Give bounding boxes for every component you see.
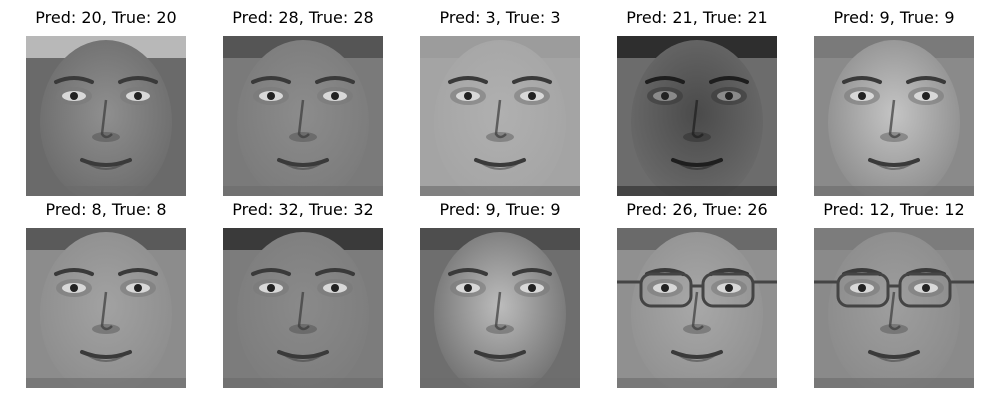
face-image bbox=[617, 228, 777, 388]
face-panel: Pred: 9, True: 9 bbox=[814, 4, 974, 196]
face-portrait-icon bbox=[26, 36, 186, 196]
panel-title: Pred: 9, True: 9 bbox=[439, 200, 561, 219]
face-panel: Pred: 12, True: 12 bbox=[814, 196, 974, 388]
panel-title: Pred: 12, True: 12 bbox=[823, 200, 965, 219]
face-image bbox=[26, 36, 186, 196]
panel-title: Pred: 26, True: 26 bbox=[626, 200, 768, 219]
face-image bbox=[223, 228, 383, 388]
face-panel: Pred: 8, True: 8 bbox=[26, 196, 186, 388]
panel-title: Pred: 3, True: 3 bbox=[439, 8, 561, 27]
face-portrait-icon bbox=[617, 228, 777, 388]
face-portrait-icon bbox=[814, 36, 974, 196]
face-portrait-icon bbox=[420, 36, 580, 196]
face-image bbox=[223, 36, 383, 196]
face-image bbox=[420, 36, 580, 196]
panel-title: Pred: 8, True: 8 bbox=[45, 200, 167, 219]
panel-title: Pred: 9, True: 9 bbox=[833, 8, 955, 27]
face-panel: Pred: 32, True: 32 bbox=[223, 196, 383, 388]
face-image bbox=[814, 228, 974, 388]
face-portrait-icon bbox=[223, 228, 383, 388]
face-portrait-icon bbox=[26, 228, 186, 388]
face-panel: Pred: 3, True: 3 bbox=[420, 4, 580, 196]
panel-title: Pred: 21, True: 21 bbox=[626, 8, 768, 27]
face-image bbox=[420, 228, 580, 388]
panel-title: Pred: 20, True: 20 bbox=[35, 8, 177, 27]
face-panel: Pred: 26, True: 26 bbox=[617, 196, 777, 388]
face-image bbox=[26, 228, 186, 388]
panel-title: Pred: 32, True: 32 bbox=[232, 200, 374, 219]
face-image bbox=[617, 36, 777, 196]
face-portrait-icon bbox=[223, 36, 383, 196]
face-panel: Pred: 28, True: 28 bbox=[223, 4, 383, 196]
face-portrait-icon bbox=[814, 228, 974, 388]
face-portrait-icon bbox=[420, 228, 580, 388]
face-panel: Pred: 20, True: 20 bbox=[26, 4, 186, 196]
face-panel: Pred: 21, True: 21 bbox=[617, 4, 777, 196]
face-portrait-icon bbox=[617, 36, 777, 196]
face-image bbox=[814, 36, 974, 196]
face-panel: Pred: 9, True: 9 bbox=[420, 196, 580, 388]
panel-title: Pred: 28, True: 28 bbox=[232, 8, 374, 27]
